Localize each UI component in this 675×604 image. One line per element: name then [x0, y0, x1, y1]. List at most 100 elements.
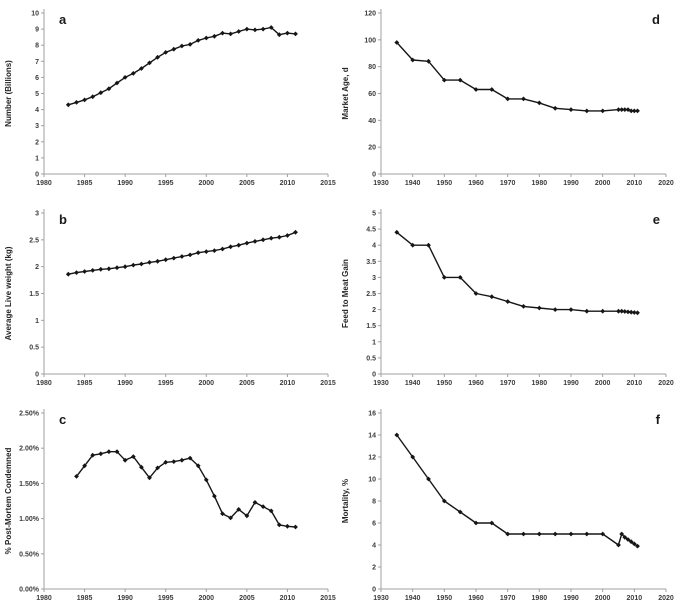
svg-text:0.00%: 0.00%: [19, 587, 40, 594]
chart-e-feed-to-meat-gain: 1930 1940 1950 1960 1970 1980 1990 2000 2010 2020…: [341, 209, 674, 387]
svg-text:0.5: 0.5: [29, 345, 39, 352]
svg-text:16: 16: [368, 411, 376, 418]
svg-text:2010: 2010: [280, 595, 296, 602]
svg-text:60: 60: [368, 91, 376, 98]
chart-d-market-age: 1930 1940 1950 1960 1970 1980 1990 2000 2010 2020…: [341, 9, 674, 187]
svg-text:c: c: [59, 412, 66, 427]
svg-text:1950: 1950: [437, 180, 453, 187]
svg-text:2: 2: [372, 307, 376, 314]
svg-text:3: 3: [372, 275, 376, 282]
svg-text:1995: 1995: [158, 180, 174, 187]
chart-b-average-live-weight: 1980 1985 1990 1995 2000 2005 2010 2015 0 0.5 1 1.5…: [4, 209, 336, 387]
svg-text:2000: 2000: [198, 180, 214, 187]
svg-text:1960: 1960: [468, 380, 484, 387]
svg-text:1990: 1990: [117, 595, 133, 602]
svg-text:1.5: 1.5: [29, 291, 39, 298]
svg-text:6: 6: [35, 75, 39, 82]
svg-text:2000: 2000: [198, 595, 214, 602]
svg-text:1985: 1985: [77, 180, 93, 187]
svg-text:0: 0: [372, 372, 376, 379]
svg-text:10: 10: [368, 477, 376, 484]
svg-text:40: 40: [368, 118, 376, 125]
svg-text:2000: 2000: [198, 380, 214, 387]
chart-c-post-mortem-condemned: 1980 1985 1990 1995 2000 2005 2010 2015 0.00% 0.5…: [4, 409, 336, 602]
svg-text:8: 8: [35, 43, 39, 50]
svg-text:1985: 1985: [77, 380, 93, 387]
svg-text:2020: 2020: [658, 180, 674, 187]
svg-text:2015: 2015: [320, 180, 336, 187]
svg-text:2000: 2000: [595, 595, 611, 602]
svg-text:1980: 1980: [532, 595, 548, 602]
panel-e: 1930 1940 1950 1960 1970 1980 1990 2000 2010 2020…: [337, 200, 675, 400]
svg-text:1.50%: 1.50%: [19, 481, 40, 488]
svg-text:1970: 1970: [500, 380, 516, 387]
svg-text:0: 0: [372, 587, 376, 594]
svg-text:1940: 1940: [405, 180, 421, 187]
svg-text:1980: 1980: [36, 380, 52, 387]
svg-text:2010: 2010: [280, 180, 296, 187]
svg-text:0: 0: [372, 172, 376, 179]
svg-text:1980: 1980: [532, 380, 548, 387]
svg-text:1950: 1950: [437, 595, 453, 602]
svg-text:1930: 1930: [373, 180, 389, 187]
svg-text:a: a: [59, 12, 67, 27]
svg-text:f: f: [656, 412, 661, 427]
svg-text:2020: 2020: [658, 380, 674, 387]
svg-text:Number (Billions): Number (Billions): [4, 60, 13, 127]
svg-text:1960: 1960: [468, 595, 484, 602]
panel-b: 1980 1985 1990 1995 2000 2005 2010 2015 0 0.5 1 1.5…: [0, 200, 337, 400]
svg-text:3: 3: [35, 123, 39, 130]
svg-text:20: 20: [368, 145, 376, 152]
svg-text:4: 4: [372, 243, 376, 250]
svg-text:1990: 1990: [117, 180, 133, 187]
svg-text:1985: 1985: [77, 595, 93, 602]
svg-text:4: 4: [372, 543, 376, 550]
svg-text:1980: 1980: [36, 595, 52, 602]
svg-text:e: e: [653, 212, 660, 227]
svg-text:Feed to Meat Gain: Feed to Meat Gain: [341, 259, 350, 328]
svg-text:6: 6: [372, 521, 376, 528]
panel-d: 1930 1940 1950 1960 1970 1980 1990 2000 2010 2020…: [337, 0, 675, 200]
svg-text:1930: 1930: [373, 595, 389, 602]
svg-text:2000: 2000: [595, 380, 611, 387]
svg-text:9: 9: [35, 27, 39, 34]
svg-text:2.5: 2.5: [29, 237, 39, 244]
svg-text:2010: 2010: [627, 595, 643, 602]
svg-text:Market Age, d: Market Age, d: [341, 67, 350, 119]
svg-text:120: 120: [364, 11, 376, 18]
svg-text:14: 14: [368, 433, 376, 440]
svg-text:1930: 1930: [373, 380, 389, 387]
svg-text:1980: 1980: [532, 180, 548, 187]
svg-text:5: 5: [35, 91, 39, 98]
svg-text:1: 1: [35, 155, 39, 162]
svg-text:5: 5: [372, 211, 376, 218]
svg-text:Mortality, %: Mortality, %: [341, 479, 350, 523]
svg-text:2010: 2010: [280, 380, 296, 387]
svg-text:80: 80: [368, 64, 376, 71]
svg-text:3.5: 3.5: [366, 259, 376, 266]
svg-text:2: 2: [372, 565, 376, 572]
svg-text:1990: 1990: [563, 380, 579, 387]
panel-a: 1980 1985 1990 1995 2000 2005 2010 2015 0 1 2 3 4 5 6 7…: [0, 0, 337, 200]
svg-text:8: 8: [372, 499, 376, 506]
svg-text:0.5: 0.5: [366, 355, 376, 362]
svg-text:2005: 2005: [239, 180, 255, 187]
svg-text:100: 100: [364, 37, 376, 44]
svg-text:1940: 1940: [405, 595, 421, 602]
svg-text:0: 0: [35, 172, 39, 179]
svg-text:2010: 2010: [627, 380, 643, 387]
svg-text:d: d: [652, 12, 660, 27]
svg-text:1950: 1950: [437, 380, 453, 387]
svg-text:1: 1: [372, 339, 376, 346]
svg-text:1940: 1940: [405, 380, 421, 387]
svg-text:2000: 2000: [595, 180, 611, 187]
svg-text:2015: 2015: [320, 380, 336, 387]
svg-text:2: 2: [35, 139, 39, 146]
svg-text:4: 4: [35, 107, 39, 114]
panel-c: 1980 1985 1990 1995 2000 2005 2010 2015 0.00% 0.5…: [0, 400, 337, 604]
svg-text:2.50%: 2.50%: [19, 411, 40, 418]
svg-text:1990: 1990: [563, 180, 579, 187]
svg-text:1995: 1995: [158, 380, 174, 387]
panel-f: 1930 1940 1950 1960 1970 1980 1990 2000 2010 2020…: [337, 400, 675, 604]
